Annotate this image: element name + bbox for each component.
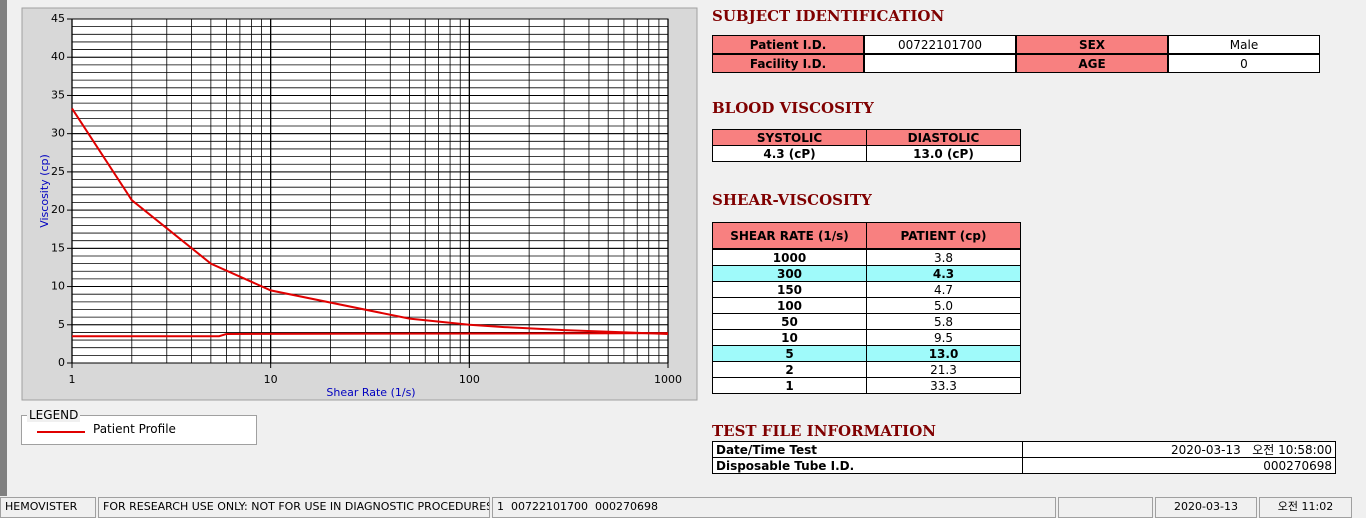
table-cell: 33.3	[866, 377, 1021, 394]
status-segment: 2020-03-13	[1155, 497, 1257, 518]
y-tick-label: 0	[58, 356, 65, 369]
series-line	[72, 332, 669, 338]
table-cell: Male	[1168, 35, 1320, 54]
table-cell: 3.8	[866, 249, 1021, 266]
y-tick-label: 45	[51, 12, 65, 25]
table-cell: PATIENT (cp)	[866, 222, 1021, 249]
y-tick-label: 20	[51, 203, 65, 216]
y-tick-label: 35	[51, 88, 65, 101]
x-tick-label: 10	[264, 373, 278, 386]
table-cell: 4.3 (cP)	[712, 145, 867, 162]
legend-swatch	[37, 431, 85, 433]
table-cell: 5.8	[866, 313, 1021, 330]
table-cell: AGE	[1016, 54, 1168, 73]
table-cell: 4.3	[866, 265, 1021, 282]
table-cell: 9.5	[866, 329, 1021, 346]
table-cell: 100	[712, 297, 867, 314]
table-cell: DIASTOLIC	[866, 129, 1021, 146]
table-cell: 13.0 (cP)	[866, 145, 1021, 162]
table-cell: 1	[712, 377, 867, 394]
status-segment	[1058, 497, 1153, 518]
series-line	[71, 107, 669, 335]
legend-label: Patient Profile	[93, 422, 176, 436]
table-cell: 000270698	[1022, 457, 1336, 474]
table-cell	[864, 54, 1016, 73]
y-tick-label: 40	[51, 50, 65, 63]
table-cell: SEX	[1016, 35, 1168, 54]
table-cell: 300	[712, 265, 867, 282]
status-segment: 1 00722101700 000270698	[492, 497, 1056, 518]
y-tick-label: 10	[51, 280, 65, 293]
table-cell: 00722101700	[864, 35, 1016, 54]
table-cell: 4.7	[866, 281, 1021, 298]
plot-area	[72, 19, 668, 363]
x-tick-label: 100	[459, 373, 480, 386]
table-cell: Patient I.D.	[712, 35, 864, 54]
table-cell: 5.0	[866, 297, 1021, 314]
y-tick-label: 30	[51, 127, 65, 140]
table-cell: 150	[712, 281, 867, 298]
section-title: SUBJECT IDENTIFICATION	[712, 7, 945, 25]
section-title: SHEAR-VISCOSITY	[712, 191, 872, 209]
status-segment: FOR RESEARCH USE ONLY: NOT FOR USE IN DI…	[98, 497, 490, 518]
table-cell: 50	[712, 313, 867, 330]
table-cell: Disposable Tube I.D.	[712, 457, 1023, 474]
status-segment: HEMOVISTER	[0, 497, 96, 518]
table-cell: Facility I.D.	[712, 54, 864, 73]
y-tick-label: 15	[51, 241, 65, 254]
x-axis-label: Shear Rate (1/s)	[326, 386, 415, 399]
table-cell: 21.3	[866, 361, 1021, 378]
table-cell: 0	[1168, 54, 1320, 73]
window-edge	[0, 0, 7, 496]
y-tick-label: 25	[51, 165, 65, 178]
plot-frame	[71, 18, 669, 364]
table-cell: SHEAR RATE (1/s)	[712, 222, 867, 249]
table-cell: 2020-03-13 오전 10:58:00	[1022, 441, 1336, 458]
table-cell: 5	[712, 345, 867, 362]
table-cell: 10	[712, 329, 867, 346]
chart: Shear Rate (1/s) Viscosity (cp) 0 5 10 15 20…	[21, 7, 698, 401]
table-cell: 13.0	[866, 345, 1021, 362]
section-title: TEST FILE INFORMATION	[712, 422, 936, 440]
table-cell: 1000	[712, 249, 867, 266]
table-cell: Date/Time Test	[712, 441, 1023, 458]
y-tick-label: 5	[58, 318, 65, 331]
y-axis-label: Viscosity (cp)	[38, 154, 51, 228]
status-segment: 오전 11:02	[1259, 497, 1352, 518]
x-tick-label: 1000	[654, 373, 682, 386]
legend-title: LEGEND	[27, 408, 81, 422]
table-cell: SYSTOLIC	[712, 129, 867, 146]
table-cell: 2	[712, 361, 867, 378]
x-tick-label: 1	[69, 373, 76, 386]
section-title: BLOOD VISCOSITY	[712, 99, 874, 117]
